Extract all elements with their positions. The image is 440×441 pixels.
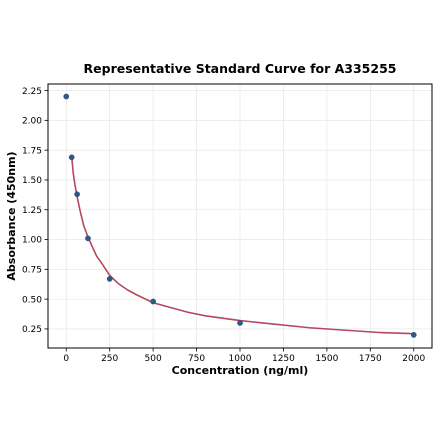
x-tick-label: 500	[145, 354, 162, 364]
x-tick-label: 1750	[359, 354, 382, 364]
x-tick-label: 1500	[315, 354, 338, 364]
data-point	[63, 93, 70, 100]
x-tick-label: 1000	[229, 354, 252, 364]
fit-curve	[70, 156, 414, 335]
y-axis-label: Absorbance (450nm)	[5, 151, 18, 280]
fit-curve-layer	[70, 156, 414, 335]
data-point	[85, 235, 91, 242]
data-point	[150, 298, 156, 305]
data-points-layer	[63, 93, 417, 338]
chart-title: Representative Standard Curve for A33525…	[84, 61, 397, 76]
x-tick-label: 0	[63, 354, 69, 364]
grid-lines	[48, 84, 432, 348]
y-tick-label: 2.25	[22, 87, 42, 97]
y-tick-label: 2.00	[22, 117, 42, 127]
data-point	[74, 191, 80, 198]
data-point	[410, 332, 417, 338]
x-axis-ticks: 0 250 500 750 1000 1250 1500 1750 2000	[63, 348, 425, 364]
y-tick-label: 1.00	[22, 236, 42, 246]
data-point	[68, 154, 75, 161]
y-axis-ticks: 0.25 0.50 0.75 1.00 1.25 1.50 1.75 2.00 2.25	[22, 87, 48, 335]
x-tick-label: 250	[101, 354, 118, 364]
x-axis-label: Concentration (ng/ml)	[172, 364, 309, 377]
x-tick-label: 2000	[402, 354, 425, 364]
data-point	[106, 276, 113, 282]
y-tick-label: 0.50	[22, 295, 42, 305]
y-tick-label: 0.75	[22, 266, 42, 276]
y-tick-label: 0.25	[22, 325, 42, 335]
y-tick-label: 1.25	[22, 206, 42, 216]
x-tick-label: 1250	[272, 354, 295, 364]
y-tick-label: 1.50	[22, 176, 42, 186]
y-tick-label: 1.75	[22, 146, 42, 156]
data-point	[237, 320, 243, 326]
x-tick-label: 750	[188, 354, 205, 364]
